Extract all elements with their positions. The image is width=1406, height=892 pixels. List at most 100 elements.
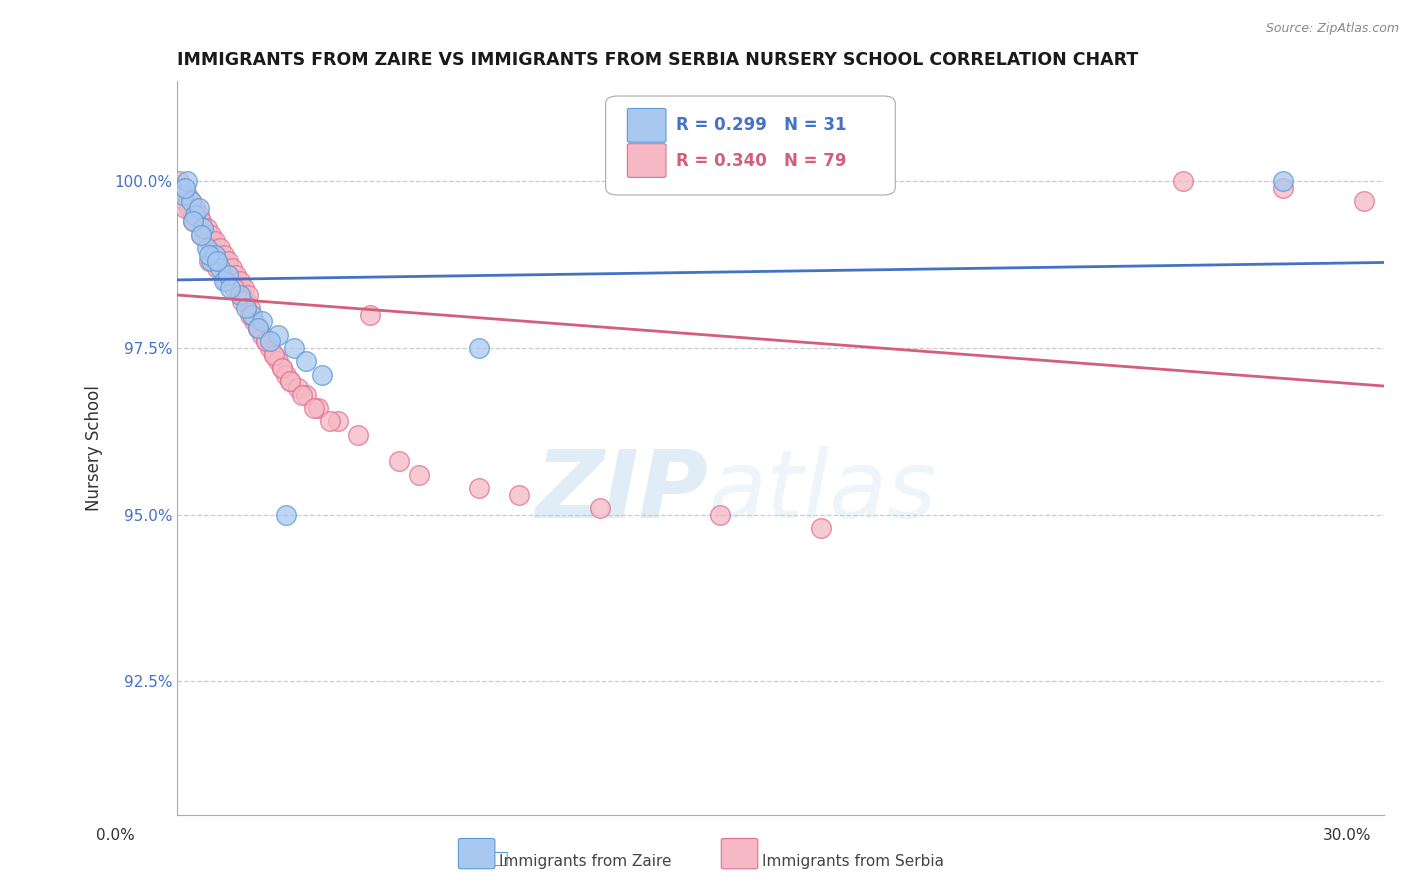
- Point: [295, 354, 318, 368]
- Point: [190, 227, 212, 242]
- Point: [180, 194, 202, 209]
- Point: [174, 194, 197, 209]
- FancyBboxPatch shape: [606, 96, 896, 195]
- Point: [200, 227, 222, 242]
- Y-axis label: Nursery School: Nursery School: [86, 385, 103, 511]
- Point: [217, 268, 239, 282]
- Point: [254, 334, 277, 349]
- Point: [239, 308, 262, 322]
- Point: [226, 281, 249, 295]
- Point: [810, 521, 832, 535]
- Point: [283, 341, 305, 355]
- Point: [508, 487, 530, 501]
- Point: [267, 354, 290, 368]
- Point: [254, 334, 277, 349]
- Point: [347, 427, 370, 442]
- Point: [198, 247, 221, 261]
- Text: 0.0%: 0.0%: [96, 828, 135, 843]
- Point: [222, 281, 245, 295]
- Point: [172, 187, 194, 202]
- Point: [239, 301, 262, 315]
- Point: [468, 341, 491, 355]
- Point: [214, 260, 236, 275]
- Point: [263, 348, 285, 362]
- Point: [198, 254, 221, 268]
- Point: [197, 221, 219, 235]
- Point: [240, 308, 263, 322]
- Point: [270, 361, 292, 376]
- Point: [218, 268, 240, 282]
- Text: □: □: [489, 848, 509, 868]
- Point: [387, 454, 409, 468]
- Point: [170, 181, 193, 195]
- Point: [250, 314, 273, 328]
- FancyBboxPatch shape: [627, 109, 666, 142]
- Text: R = 0.340   N = 79: R = 0.340 N = 79: [676, 152, 846, 169]
- Point: [302, 401, 325, 415]
- Point: [208, 260, 231, 275]
- Point: [1272, 181, 1295, 195]
- Text: Immigrants from Zaire: Immigrants from Zaire: [499, 854, 672, 869]
- Point: [183, 214, 205, 228]
- Point: [197, 241, 219, 255]
- Point: [246, 321, 269, 335]
- Point: [274, 508, 297, 522]
- Point: [212, 274, 235, 288]
- Point: [311, 368, 333, 382]
- Point: [307, 401, 329, 415]
- Point: [242, 314, 264, 328]
- Point: [193, 221, 215, 235]
- Point: [184, 201, 207, 215]
- Text: atlas: atlas: [709, 447, 936, 538]
- Point: [218, 281, 240, 295]
- Point: [287, 381, 309, 395]
- Point: [211, 254, 233, 268]
- Text: R = 0.299   N = 31: R = 0.299 N = 31: [676, 116, 846, 135]
- Point: [259, 334, 281, 349]
- Point: [190, 227, 212, 242]
- Point: [246, 321, 269, 335]
- FancyBboxPatch shape: [627, 144, 666, 178]
- Point: [208, 241, 231, 255]
- Point: [190, 214, 212, 228]
- Point: [274, 368, 297, 382]
- Point: [468, 481, 491, 495]
- Point: [231, 294, 253, 309]
- Point: [235, 294, 257, 309]
- Text: IMMIGRANTS FROM ZAIRE VS IMMIGRANTS FROM SERBIA NURSERY SCHOOL CORRELATION CHART: IMMIGRANTS FROM ZAIRE VS IMMIGRANTS FROM…: [177, 51, 1139, 69]
- Point: [183, 208, 205, 222]
- Point: [235, 301, 257, 315]
- Point: [1353, 194, 1375, 209]
- Point: [263, 348, 285, 362]
- Point: [179, 201, 201, 215]
- Point: [228, 287, 250, 301]
- Text: 30.0%: 30.0%: [1323, 828, 1371, 843]
- Point: [212, 247, 235, 261]
- Point: [204, 235, 226, 249]
- Point: [278, 374, 301, 388]
- Point: [232, 281, 254, 295]
- Point: [359, 308, 381, 322]
- Text: ZIP: ZIP: [536, 446, 709, 538]
- Point: [214, 274, 236, 288]
- Point: [174, 201, 197, 215]
- Point: [236, 287, 259, 301]
- Point: [225, 268, 247, 282]
- Point: [207, 247, 229, 261]
- Point: [180, 194, 202, 209]
- Point: [270, 361, 292, 376]
- Point: [221, 260, 243, 275]
- Point: [278, 374, 301, 388]
- Point: [176, 187, 198, 202]
- Point: [709, 508, 731, 522]
- Point: [319, 414, 342, 428]
- Point: [183, 214, 205, 228]
- Point: [198, 235, 221, 249]
- Point: [204, 247, 226, 261]
- Point: [267, 327, 290, 342]
- Point: [172, 187, 194, 202]
- Point: [174, 181, 197, 195]
- Point: [188, 208, 211, 222]
- Point: [588, 500, 610, 515]
- Point: [217, 254, 239, 268]
